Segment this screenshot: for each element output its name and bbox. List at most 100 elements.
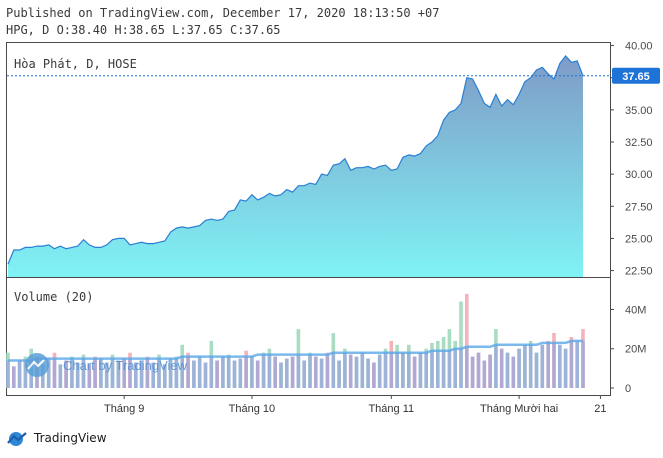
volume-bar-body <box>244 356 248 388</box>
volume-bar-body <box>128 358 132 388</box>
volume-bar-body <box>180 356 184 388</box>
volume-bar-body <box>134 362 138 388</box>
volume-bar-body <box>139 360 144 388</box>
volume-bar-body <box>250 356 254 388</box>
time-axis: Tháng 9 Tháng 10 Tháng 11 Tháng Mười hai 21 <box>104 395 607 415</box>
volume-bar-body <box>145 358 150 388</box>
volume-bar-body <box>52 358 57 388</box>
volume-bar-body <box>575 340 579 388</box>
time-tick-label: Tháng Mười hai <box>480 403 558 415</box>
volume-bar-body <box>360 352 365 388</box>
volume-bar-body <box>389 352 394 388</box>
footer-brand[interactable]: TradingView <box>6 430 107 446</box>
volume-bar-body <box>267 354 272 388</box>
price-tick-label: 27.50 <box>625 201 653 213</box>
volume-bar-body <box>581 340 585 388</box>
volume-bar-body <box>64 360 68 388</box>
volume-bar <box>465 293 469 388</box>
volume-bar-body <box>546 342 550 388</box>
volume-bar-body <box>285 358 289 388</box>
volume-bar-body <box>41 364 45 388</box>
volume-bar-body <box>261 354 266 388</box>
volume-bar-body <box>238 358 243 388</box>
volume-bar-body <box>499 348 504 388</box>
volume-bar-body <box>424 352 428 388</box>
volume-bar-body <box>488 354 492 388</box>
volume-bar-body <box>407 352 411 388</box>
volume-bar-body <box>70 358 74 388</box>
volume-bar-body <box>93 358 97 388</box>
volume-bar-body <box>157 358 161 388</box>
volume-bar-body <box>511 356 516 388</box>
time-tick-label: 21 <box>594 403 606 415</box>
time-tick-label: Tháng 10 <box>229 403 275 415</box>
volume-bar-body <box>273 356 277 388</box>
price-tick-label: 25.00 <box>625 233 653 245</box>
volume-bar-body <box>453 348 457 388</box>
volume-bar <box>459 301 463 388</box>
volume-bar-body <box>528 344 533 388</box>
volume-bar-body <box>174 358 179 388</box>
volume-bar-body <box>209 356 214 388</box>
volume-bar-body <box>436 350 440 388</box>
volume-bar-body <box>412 356 417 388</box>
volume-bar-body <box>279 362 283 388</box>
volume-bar-body <box>255 360 260 388</box>
volume-bar-body <box>517 348 521 388</box>
volume-bar-body <box>505 352 510 388</box>
volume-bar-body <box>58 364 63 388</box>
volume-bar-body <box>354 356 359 388</box>
volume-bar-body <box>226 356 231 388</box>
price-tick-label: 22.50 <box>625 266 653 278</box>
volume-bar-body <box>430 350 434 388</box>
volume-bar-body <box>552 342 556 388</box>
last-price-badge <box>612 67 660 84</box>
volume-bar-body <box>325 354 330 388</box>
volume-bar-body <box>465 346 469 388</box>
ohlc-header: HPG, D O:38.40 H:38.65 L:37.65 C:37.65 <box>6 23 281 37</box>
volume-bar-body <box>441 350 446 388</box>
time-tick-label: Tháng 9 <box>104 403 144 415</box>
published-header: Published on TradingView.com, December 1… <box>6 6 440 20</box>
volume-bar-body <box>476 352 481 388</box>
volume-bar-body <box>12 366 16 388</box>
price-line <box>7 54 584 265</box>
volume-bar-body <box>302 360 306 388</box>
price-tick-label: 35.00 <box>625 105 653 117</box>
volume-bar-body <box>494 344 498 388</box>
volume-bar-body <box>337 360 341 388</box>
tradingview-logo-icon <box>7 432 27 446</box>
volume-tick-label: 0 <box>625 383 631 395</box>
price-volume-chart[interactable]: 40.0037.5035.0032.5030.0027.5025.0022.50… <box>0 0 663 430</box>
volume-bar-body <box>395 352 399 388</box>
volume-bar-body <box>447 350 452 388</box>
volume-axis: 40M 20M 0 <box>610 305 646 395</box>
volume-bar-body <box>221 356 225 388</box>
price-legend: Hòa Phát, D, HOSE <box>14 57 137 71</box>
price-tick-label: 40.00 <box>625 41 653 53</box>
volume-bar-body <box>372 362 376 388</box>
volume-bar-body <box>203 362 208 388</box>
volume-bar-body <box>482 360 487 388</box>
price-tick-label: 32.50 <box>625 137 653 149</box>
volume-bar-body <box>569 340 574 388</box>
watermark: Chart by TradingView <box>25 353 188 377</box>
volume-bar-body <box>401 352 405 388</box>
volume-bar-body <box>319 358 324 388</box>
volume-bar-body <box>75 362 80 388</box>
volume-bar-body <box>168 358 173 388</box>
volume-legend: Volume (20) <box>14 290 93 304</box>
volume-bar-body <box>215 360 219 388</box>
volume-bar-body <box>186 356 190 388</box>
volume-tick-label: 40M <box>625 305 646 317</box>
volume-bar-body <box>23 360 28 388</box>
volume-bar-body <box>290 356 295 388</box>
volume-bar-body <box>418 352 423 388</box>
volume-bar-body <box>296 354 301 388</box>
volume-bar-body <box>314 356 318 388</box>
volume-bar-body <box>163 364 167 388</box>
volume-bar-body <box>6 360 10 388</box>
volume-bar-body <box>99 358 103 388</box>
volume-bar-body <box>81 358 86 388</box>
volume-bar-body <box>470 356 475 388</box>
